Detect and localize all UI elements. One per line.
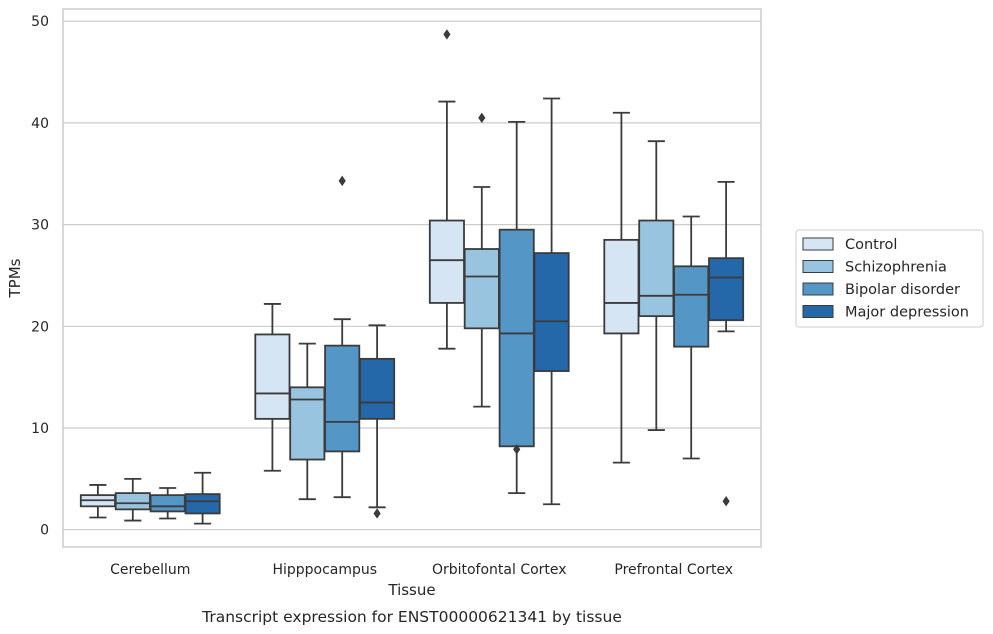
plot-frame: [62, 8, 762, 548]
box-bipolar-disorder-hipppocampus: [324, 175, 361, 499]
chart-caption: Transcript expression for ENST0000062134…: [201, 608, 622, 626]
series-bipolar-disorder: [149, 120, 710, 520]
box-schizophrenia-prefrontal-cortex: [638, 140, 675, 431]
box-iqr: [603, 238, 640, 335]
box-major-depression-prefrontal-cortex: [708, 180, 745, 507]
box-iqr: [498, 228, 535, 448]
box-control-orbitofontal-cortex: [428, 29, 465, 350]
box-iqr: [638, 219, 675, 318]
box-schizophrenia-orbitofontal-cortex: [463, 112, 500, 408]
box-control-cerebellum: [79, 484, 116, 519]
legend: Control Schizophrenia Bipolar disorder Majo…: [795, 229, 984, 328]
series-major-depression: [184, 97, 745, 525]
x-tick-label-cerebellum: Cerebellum: [110, 562, 190, 578]
x-axis-label: Tissue: [387, 581, 435, 599]
legend-swatch: [802, 237, 834, 251]
box-iqr: [673, 265, 710, 348]
x-tick-labels: Cerebellum Hipppocampus Orbitofontal Corte…: [110, 562, 733, 578]
box-iqr: [708, 257, 745, 322]
legend-swatch: [802, 260, 834, 273]
outlier-point: [478, 112, 486, 124]
outlier-point: [373, 508, 381, 519]
box-bipolar-disorder-orbitofontal-cortex: [498, 120, 535, 494]
y-tick-label: 20: [31, 319, 49, 335]
legend-item-bipolar-disorder: Bipolar disorder: [802, 282, 960, 298]
legend-label: Schizophrenia: [845, 260, 947, 276]
box-series: [79, 29, 745, 525]
legend-items: Control Schizophrenia Bipolar disorder Majo…: [802, 237, 969, 321]
box-major-depression-orbitofontal-cortex: [533, 97, 570, 506]
box-iqr: [254, 333, 291, 420]
y-tick-label: 30: [31, 218, 49, 234]
box-bipolar-disorder-prefrontal-cortex: [673, 215, 710, 460]
y-axis-label: TPMs: [6, 258, 24, 298]
box-iqr: [114, 492, 151, 511]
legend-label: Bipolar disorder: [845, 282, 960, 298]
y-tick-label: 50: [31, 14, 49, 30]
y-tick-labels: 0 10 20 30 40 50: [31, 14, 49, 539]
box-iqr: [359, 357, 396, 420]
x-tick-label-hipppocampus: Hipppocampus: [272, 562, 377, 578]
box-major-depression-cerebellum: [184, 471, 221, 525]
legend-item-schizophrenia: Schizophrenia: [802, 260, 947, 276]
outlier-point: [338, 175, 346, 187]
series-schizophrenia: [114, 112, 675, 522]
legend-frame: [795, 229, 984, 328]
legend-item-control: Control: [802, 237, 897, 253]
legend-label: Control: [845, 237, 897, 253]
x-tick-label-orbitofontal-cortex: Orbitofontal Cortex: [432, 562, 567, 578]
box-schizophrenia-cerebellum: [114, 477, 151, 522]
outlier-point: [513, 444, 521, 455]
box-schizophrenia-hipppocampus: [289, 342, 326, 501]
legend-label: Major depression: [845, 305, 969, 321]
box-iqr: [184, 493, 221, 515]
box-bipolar-disorder-cerebellum: [149, 487, 186, 520]
x-tick-label-prefrontal-cortex: Prefrontal Cortex: [614, 562, 733, 578]
legend-swatch: [802, 305, 834, 318]
box-iqr: [428, 219, 465, 304]
box-control-hipppocampus: [254, 303, 291, 472]
legend-item-major-depression: Major depression: [802, 305, 969, 321]
box-iqr: [463, 248, 500, 330]
legend-swatch: [802, 282, 834, 296]
box-control-prefrontal-cortex: [603, 111, 640, 464]
box-iqr: [533, 252, 570, 372]
gridlines: [63, 20, 761, 531]
outlier-point: [722, 496, 730, 507]
y-tick-label: 10: [31, 421, 49, 437]
y-tick-label: 40: [31, 116, 49, 132]
outlier-point: [443, 29, 451, 40]
box-iqr: [149, 494, 186, 513]
series-control: [79, 29, 640, 519]
y-tick-label: 0: [40, 523, 49, 539]
box-major-depression-hipppocampus: [359, 324, 396, 519]
box-iqr: [289, 386, 326, 461]
box-iqr: [324, 344, 361, 453]
